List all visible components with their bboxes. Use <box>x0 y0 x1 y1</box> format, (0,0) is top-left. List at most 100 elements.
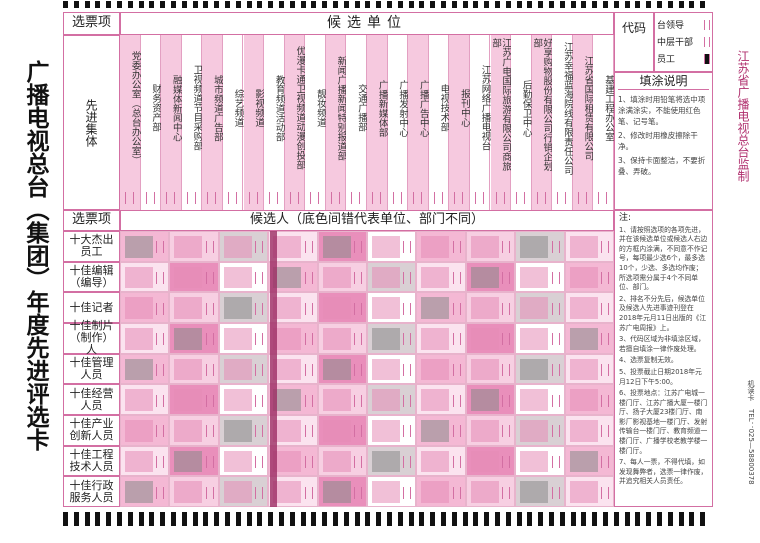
candidate-cell <box>218 323 269 354</box>
candidate-checkbox <box>205 302 214 315</box>
candidate-redacted <box>125 328 153 350</box>
candidate-redacted <box>322 358 351 381</box>
timing-mark <box>257 512 263 526</box>
candidate-checkbox <box>304 302 313 315</box>
unit-name: 江苏幸福蓝海院线有限责任公司 <box>561 41 573 175</box>
candidate-cell <box>120 323 170 354</box>
candidate-cell <box>564 353 614 385</box>
candidate-checkbox <box>156 425 165 438</box>
timing-mark <box>354 512 360 526</box>
header-label: 选票项 <box>63 210 120 231</box>
candidate-checkbox <box>205 363 214 376</box>
candidate-cell <box>169 445 219 477</box>
unit-checkbox <box>125 192 134 204</box>
candidate-redacted <box>223 266 252 289</box>
candidate-cell <box>317 353 367 385</box>
code-label: 代码 <box>614 12 654 72</box>
candidate-redacted <box>273 328 302 350</box>
candidate-checkbox <box>156 455 165 468</box>
candidate-redacted <box>174 328 203 350</box>
candidate-cell <box>465 353 516 385</box>
candidate-redacted <box>372 358 400 381</box>
candidate-cell <box>416 445 466 477</box>
timing-mark <box>397 1 403 8</box>
candidate-redacted <box>223 358 252 381</box>
unit-column: 广播新媒体部 <box>367 35 388 210</box>
redaction-bar <box>270 231 277 507</box>
candidate-redacted <box>223 236 252 258</box>
staff-type: 员工 <box>657 55 676 65</box>
candidate-redacted <box>569 481 598 503</box>
unit-name: 靓妆频道 <box>314 89 326 127</box>
candidate-cell <box>564 384 614 415</box>
unit-column: 综艺频道 <box>222 35 244 210</box>
candidate-redacted <box>421 266 450 289</box>
candidate-redacted <box>273 450 302 473</box>
candidate-cell <box>564 261 614 293</box>
unit-checkbox <box>330 192 340 204</box>
candidate-redacted <box>470 358 499 381</box>
candidate-redacted <box>569 328 598 350</box>
timing-mark <box>581 1 587 8</box>
candidate-cell <box>218 476 269 507</box>
staff-checkbox <box>704 53 710 64</box>
printer-card: 机读卡 <box>747 380 755 401</box>
candidate-redacted <box>174 420 203 442</box>
row-label: 十佳行政服务人员 <box>63 476 120 507</box>
candidate-redacted <box>223 420 252 442</box>
unit-column: 优漫卡通卫视频道动漫创投部 <box>284 35 306 210</box>
unit-checkbox <box>598 192 608 204</box>
candidate-redacted <box>372 450 400 473</box>
timing-mark <box>160 1 166 8</box>
timing-mark <box>441 1 446 8</box>
candidate-cell <box>416 231 466 262</box>
unit-column: 好享购物股份有限公司行销企划部 <box>531 35 553 210</box>
candidate-cell <box>515 415 565 446</box>
candidate-checkbox <box>403 271 412 284</box>
candidate-checkbox <box>551 302 560 315</box>
candidate-redacted <box>174 450 203 473</box>
timing-mark <box>613 1 619 8</box>
candidate-cell <box>465 445 516 477</box>
timing-mark <box>73 1 79 8</box>
timing-mark <box>473 512 479 526</box>
candidate-redacted <box>223 481 252 503</box>
candidate-cell <box>218 415 269 446</box>
timing-mark <box>603 512 608 526</box>
unit-checkbox <box>145 192 155 204</box>
staff-types: 台领导 中层干部 员工 <box>654 12 713 72</box>
candidate-checkbox <box>304 425 313 438</box>
candidate-checkbox <box>551 333 560 346</box>
candidate-redacted <box>223 389 252 411</box>
candidate-cell <box>218 384 269 415</box>
unit-name: 城市频道广告部 <box>211 74 223 142</box>
timing-marks <box>63 1 713 9</box>
candidate-redacted <box>569 389 598 411</box>
candidate-redacted <box>421 420 450 442</box>
candidate-redacted <box>273 297 302 319</box>
unit-column: 报刊中心 <box>449 35 470 210</box>
timing-mark <box>138 1 144 8</box>
timing-mark <box>624 512 630 526</box>
unit-column: 新闻广播新闻特别报道部 <box>325 35 347 210</box>
timing-mark <box>592 1 598 8</box>
candidate-checkbox <box>502 363 511 376</box>
candidate-cell <box>515 231 565 262</box>
candidate-cell <box>120 384 170 415</box>
candidate-redacted <box>520 420 549 442</box>
timing-mark <box>192 512 198 526</box>
candidate-checkbox <box>255 363 264 376</box>
timing-mark <box>365 512 371 526</box>
candidate-redacted <box>470 420 499 442</box>
candidate-checkbox <box>353 271 362 284</box>
candidate-cell <box>317 415 367 446</box>
candidate-cell <box>564 476 614 507</box>
unit-column: 江苏省国际租赁有限公司 <box>572 35 594 210</box>
timing-mark <box>527 1 533 8</box>
candidate-redacted <box>273 266 302 289</box>
candidate-checkbox <box>205 333 214 346</box>
candidate-checkbox <box>304 333 313 346</box>
candidate-cell <box>120 261 170 293</box>
candidate-redacted <box>125 389 153 411</box>
candidate-redacted <box>273 481 302 503</box>
